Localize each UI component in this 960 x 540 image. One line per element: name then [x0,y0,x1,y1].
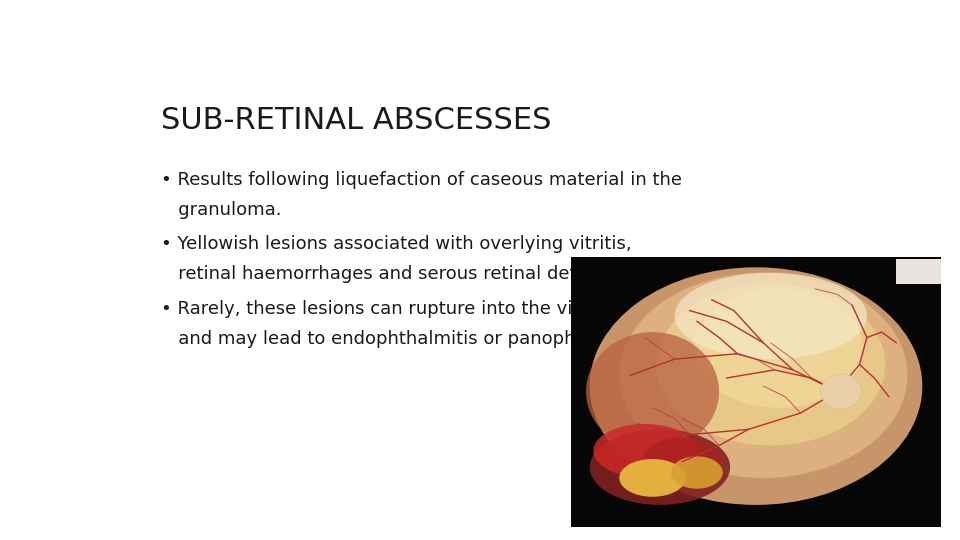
Ellipse shape [619,273,907,478]
Ellipse shape [657,284,885,446]
Ellipse shape [641,437,723,486]
Ellipse shape [675,273,867,359]
Text: granuloma.: granuloma. [161,201,281,219]
Ellipse shape [586,332,719,451]
Text: • Rarely, these lesions can rupture into the vitreous cavity: • Rarely, these lesions can rupture into… [161,300,689,318]
Text: • Yellowish lesions associated with overlying vitritis,: • Yellowish lesions associated with over… [161,235,632,253]
Text: retinal haemorrhages and serous retinal detachment.: retinal haemorrhages and serous retinal … [161,265,661,283]
Ellipse shape [589,267,923,505]
Ellipse shape [619,459,685,497]
Ellipse shape [671,456,723,489]
Text: SUB-RETINAL ABSCESSES: SUB-RETINAL ABSCESSES [161,106,551,136]
Ellipse shape [821,374,861,409]
FancyBboxPatch shape [571,256,941,526]
Ellipse shape [693,289,863,408]
Text: 31: 31 [833,460,848,470]
FancyBboxPatch shape [897,259,948,284]
Text: and may lead to endophthalmitis or panophthalmitis: and may lead to endophthalmitis or panop… [161,329,654,348]
Ellipse shape [589,429,731,505]
Ellipse shape [593,424,697,478]
Text: • Results following liquefaction of caseous material in the: • Results following liquefaction of case… [161,171,682,189]
